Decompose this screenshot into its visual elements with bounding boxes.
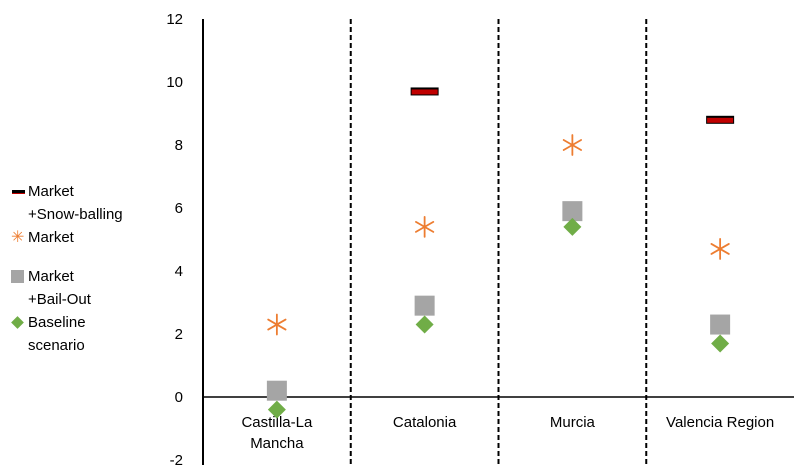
star-stroke: [267, 318, 287, 331]
legend-label: Market +Snow-balling: [28, 183, 123, 223]
category-label: Catalonia: [393, 414, 457, 431]
bailout-marker: [562, 201, 583, 222]
dash-marker-icon: [10, 180, 28, 203]
legend-item-market-snowballing: Market +Snow-balling: [10, 180, 160, 226]
category-labels: Castilla-La Mancha Catalonia Murcia Valencia…: [241, 414, 774, 452]
star-stroke: [415, 220, 435, 233]
bailout-marker: [414, 295, 435, 316]
bailout-marker: [710, 314, 731, 335]
category-dividers: [349, 19, 648, 465]
diamond-marker-icon: [10, 311, 28, 334]
category-label: Valencia Region: [666, 414, 774, 431]
market-marker: [562, 134, 582, 156]
legend-item-market-bailout: Market +Bail-Out: [10, 265, 160, 311]
market-marker: [710, 238, 730, 260]
star-stroke: [710, 243, 730, 255]
y-tick-label: -2: [170, 452, 183, 465]
legend-label: Baseline scenario: [28, 314, 86, 354]
legend-item-baseline: Baseline scenario: [10, 311, 160, 357]
legend-item-market: ✳ Market: [10, 226, 160, 249]
snowballing-marker: [706, 115, 735, 124]
market-marker: [415, 215, 435, 238]
marker-fill: [411, 89, 438, 95]
marker-fill: [707, 117, 734, 123]
baseline-marker: [711, 334, 730, 353]
y-tick-label: 4: [175, 263, 183, 280]
y-tick-label: 0: [175, 389, 183, 406]
star-marker-icon: ✳: [11, 229, 25, 246]
legend-label: Market +Bail-Out: [28, 268, 91, 308]
y-tick-label: 6: [175, 200, 183, 217]
bailout-marker: [266, 380, 287, 401]
legend: Market +Snow-balling ✳ Market Market +Ba…: [10, 180, 160, 357]
baseline-marker: [415, 315, 434, 334]
y-tick-labels: -2 0 2 4 6 8 10 12: [166, 11, 183, 465]
data-marks: [266, 87, 735, 419]
baseline-marker: [267, 400, 286, 419]
category-label: Murcia: [550, 414, 596, 431]
snowballing-marker: [410, 87, 439, 96]
y-tick-label: 10: [166, 74, 183, 91]
y-tick-label: 2: [175, 326, 183, 343]
market-marker: [267, 313, 287, 336]
star-stroke: [562, 139, 582, 151]
category-label: Castilla-La Mancha: [241, 414, 313, 452]
square-marker-icon: [10, 265, 28, 288]
y-tick-label: 12: [166, 11, 183, 28]
legend-label: Market: [28, 229, 74, 246]
baseline-marker: [563, 217, 582, 236]
y-tick-label: 8: [175, 137, 183, 154]
